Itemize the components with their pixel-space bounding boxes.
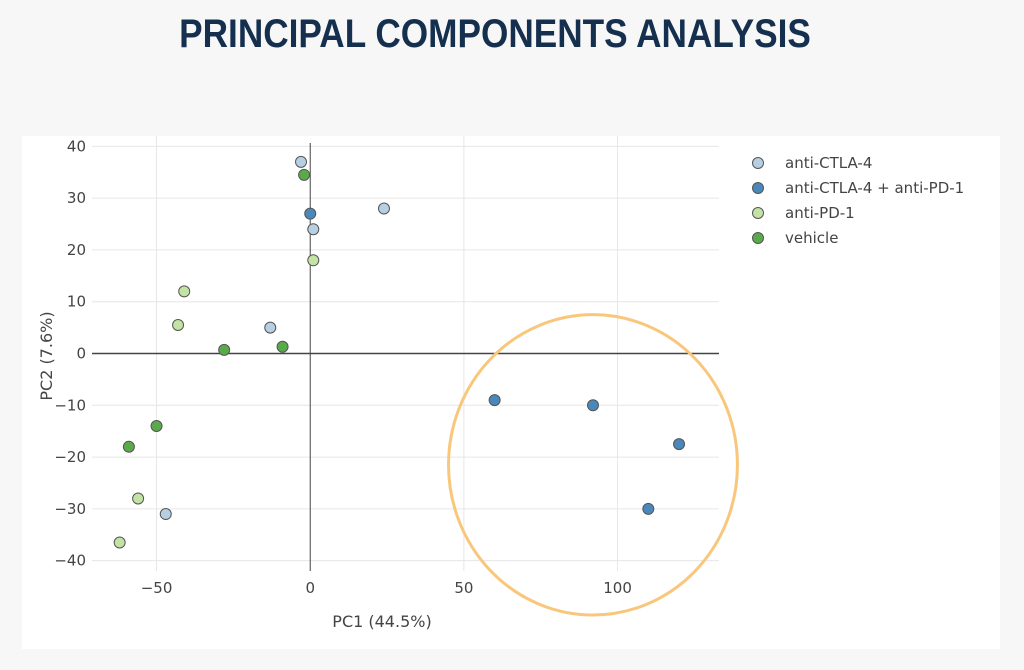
data-point	[377, 202, 390, 215]
pca-scatter-chart: −50 0 50 100 −40 −30 −20 −10 0 10 20 30 40 PC1 (44.5…	[37, 136, 964, 631]
x-tick-label: 100	[603, 579, 632, 597]
points-layer	[113, 155, 686, 549]
legend-label: vehicle	[785, 229, 838, 247]
data-point	[673, 438, 686, 451]
page-title: PRINCIPAL COMPONENTS ANALYSIS	[179, 12, 811, 56]
data-point	[122, 440, 135, 453]
legend-label: anti-CTLA-4 + anti-PD-1	[785, 179, 964, 197]
data-point	[586, 399, 599, 412]
legend-marker	[752, 232, 764, 244]
legend-marker	[752, 157, 764, 169]
y-tick-label: 40	[67, 137, 86, 155]
data-point	[178, 285, 191, 298]
grid-layer	[92, 136, 719, 571]
data-point	[264, 321, 277, 334]
y-tick-label: 20	[67, 241, 86, 259]
data-point	[642, 502, 655, 515]
x-tick-label: −50	[141, 579, 173, 597]
legend-marker	[752, 207, 764, 219]
x-tick-label: 50	[454, 579, 473, 597]
data-point	[488, 394, 501, 407]
legend-marker	[752, 182, 764, 194]
data-point	[150, 420, 163, 432]
data-point	[276, 340, 289, 353]
x-axis-title: PC1 (44.5%)	[332, 612, 431, 631]
data-point	[113, 536, 126, 549]
data-point	[295, 155, 307, 168]
data-point	[218, 343, 231, 356]
data-point	[304, 207, 317, 220]
axis-layer: −50 0 50 100 −40 −30 −20 −10 0 10 20 30 40	[54, 137, 719, 597]
data-point	[159, 508, 172, 521]
y-tick-label: −30	[54, 500, 86, 518]
legend: anti-CTLA-4 anti-CTLA-4 + anti-PD-1 anti-P…	[752, 154, 964, 247]
y-tick-label: 10	[67, 293, 86, 311]
axis-labels-layer: PC1 (44.5%) PC2 (7.6%)	[37, 311, 432, 631]
y-tick-label: −20	[54, 448, 86, 466]
y-tick-label: −10	[54, 396, 86, 414]
data-point	[132, 492, 145, 505]
y-tick-label: 0	[76, 345, 86, 363]
legend-label: anti-PD-1	[785, 204, 855, 222]
legend-label: anti-CTLA-4	[785, 154, 872, 172]
x-tick-label: 0	[305, 579, 315, 597]
plot-card: −50 0 50 100 −40 −30 −20 −10 0 10 20 30 40 PC1 (44.5…	[22, 136, 1000, 649]
data-point	[172, 319, 185, 332]
annotation-layer	[447, 313, 739, 617]
y-tick-label: −40	[54, 552, 86, 570]
data-point	[298, 168, 311, 181]
y-tick-label: 30	[67, 189, 86, 207]
data-point	[307, 254, 320, 267]
y-axis-title: PC2 (7.6%)	[37, 311, 56, 400]
data-point	[307, 223, 320, 236]
highlight-circle	[447, 313, 739, 617]
